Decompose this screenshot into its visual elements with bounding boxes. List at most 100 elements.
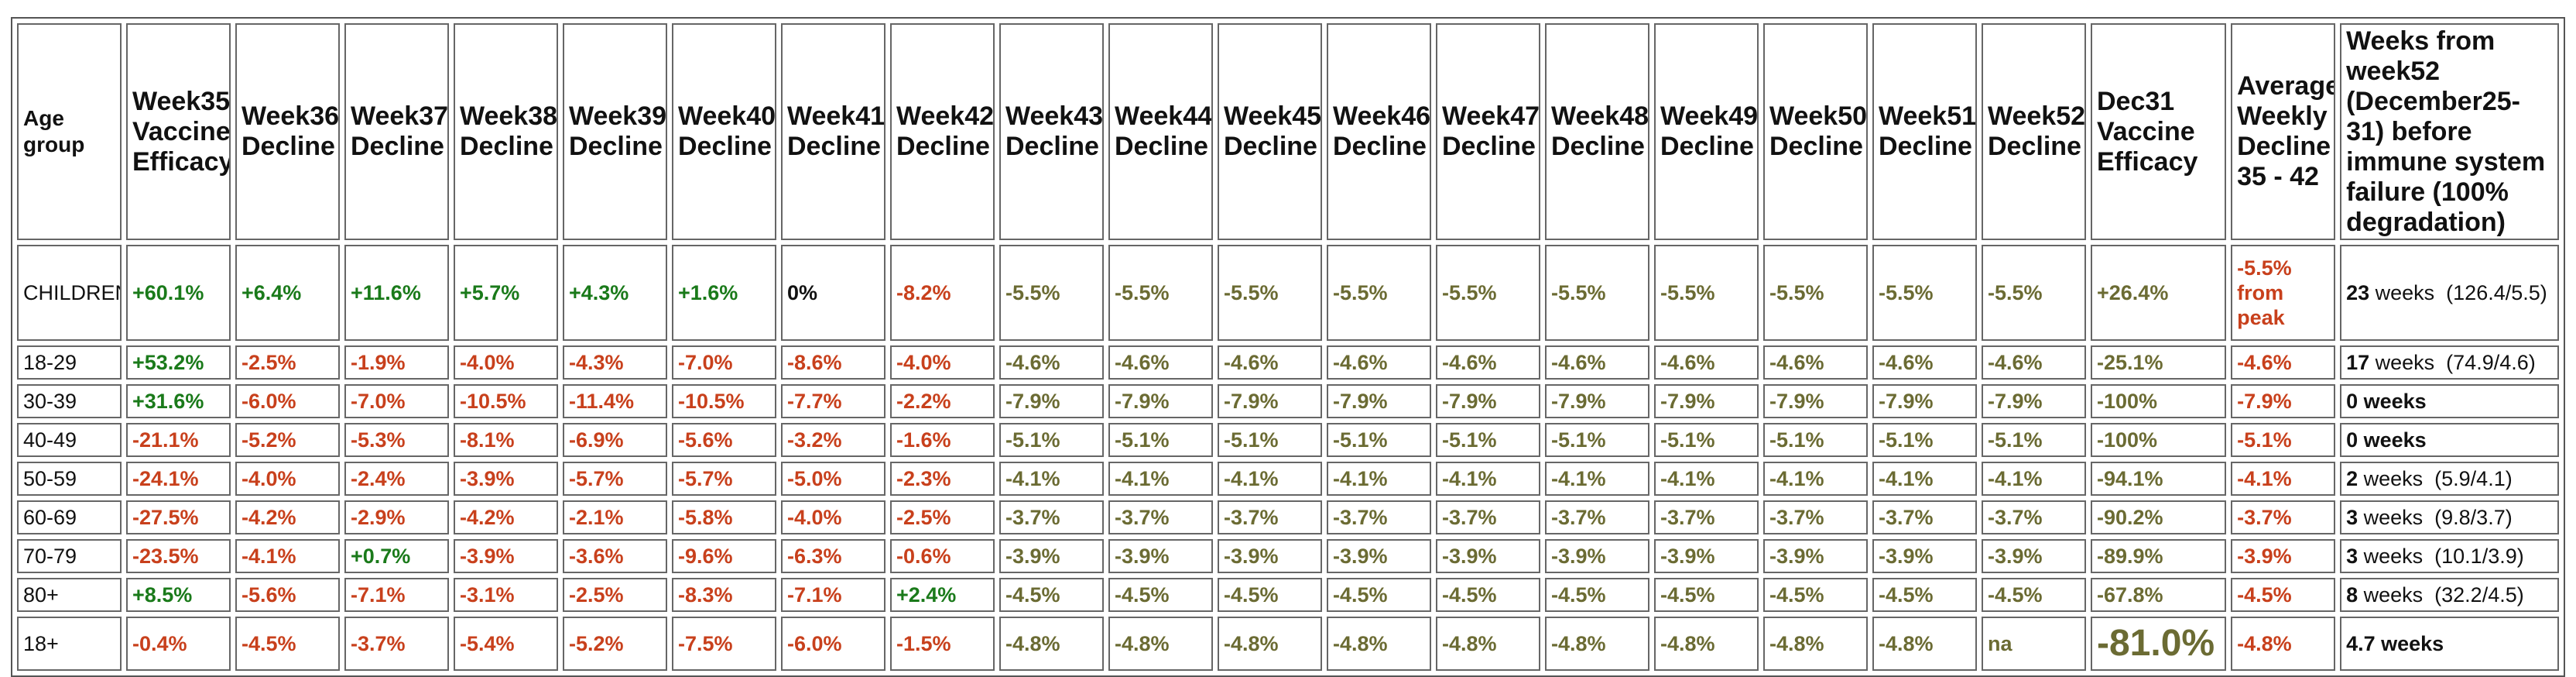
cell-value: +0.7% — [351, 545, 411, 568]
weeks-to-failure-cell: 3 weeks (10.1/3.9) — [2340, 539, 2559, 573]
cell-value: -5.5% — [1769, 281, 1824, 304]
cell-value: -6.3% — [787, 545, 842, 568]
cell-value: -7.9% — [1224, 390, 1279, 413]
cell-value: -6.0% — [242, 390, 296, 413]
cell-value: -4.6% — [1333, 351, 1388, 374]
value-cell: -4.8% — [1872, 617, 1977, 671]
value-cell: -5.2% — [563, 617, 667, 671]
cell-value: -3.7% — [1224, 506, 1279, 529]
cell-value: -3.9% — [1988, 545, 2043, 568]
value-cell: -90.2% — [2091, 500, 2227, 534]
cell-value: -7.5% — [678, 632, 733, 655]
cell-value: -5.1% — [1551, 428, 1606, 452]
cell-value: -7.9% — [1551, 390, 1606, 413]
value-cell: -4.8% — [1108, 617, 1213, 671]
value-cell: -3.7% — [1654, 500, 1759, 534]
value-cell: -3.9% — [454, 462, 558, 496]
value-cell: -1.6% — [890, 423, 995, 457]
value-cell: -2.1% — [563, 500, 667, 534]
cell-value: -2.5% — [569, 583, 624, 607]
weeks-to-failure-cell: 0 weeks — [2340, 384, 2559, 418]
value-cell: -4.0% — [890, 345, 995, 380]
value-cell: -7.9% — [1436, 384, 1540, 418]
weeks-number: 2 — [2346, 467, 2358, 490]
value-cell: -4.8% — [1327, 617, 1431, 671]
value-cell: -5.1% — [2231, 423, 2336, 457]
cell-value: -3.1% — [460, 583, 515, 607]
cell-value: -3.9% — [2237, 545, 2292, 568]
header-row: Age group Week35 Vaccine Efficacy Week36 D… — [17, 23, 2559, 240]
value-cell: -8.3% — [672, 578, 776, 612]
value-cell: -4.8% — [1218, 617, 1322, 671]
cell-value: -5.5% from peak — [2237, 256, 2292, 329]
cell-value: -90.2% — [2097, 506, 2163, 529]
cell-value: -4.1% — [2237, 467, 2292, 490]
value-cell: -4.1% — [1982, 462, 2086, 496]
cell-value: -0.6% — [896, 545, 951, 568]
cell-value: -10.5% — [678, 390, 745, 413]
value-cell: -3.9% — [2231, 539, 2336, 573]
cell-value: -4.8% — [1115, 632, 1170, 655]
cell-value: -4.1% — [1005, 467, 1060, 490]
value-cell: -7.9% — [999, 384, 1104, 418]
cell-value: -7.9% — [1442, 390, 1497, 413]
value-cell: -5.1% — [1436, 423, 1540, 457]
value-cell: -3.9% — [1545, 539, 1649, 573]
cell-value: -7.9% — [1333, 390, 1388, 413]
value-cell: +0.7% — [344, 539, 449, 573]
weeks-label: weeks — [2358, 390, 2427, 413]
cell-value: -4.8% — [1769, 632, 1824, 655]
cell-value: -2.9% — [351, 506, 406, 529]
value-cell: -27.5% — [126, 500, 231, 534]
cell-value: -3.7% — [351, 632, 406, 655]
column-header-0: Age group — [17, 23, 122, 240]
value-cell: -3.9% — [1327, 539, 1431, 573]
value-cell: -5.1% — [1327, 423, 1431, 457]
cell-value: -5.1% — [1115, 428, 1170, 452]
value-cell: -8.2% — [890, 245, 995, 341]
weeks-number: 0 — [2346, 428, 2358, 452]
cell-value: -4.8% — [1224, 632, 1279, 655]
cell-value: -5.1% — [1005, 428, 1060, 452]
value-cell: -5.5% — [1545, 245, 1649, 341]
column-header-9: Week43 Decline — [999, 23, 1104, 240]
column-header-13: Week47 Decline — [1436, 23, 1540, 240]
value-cell: -5.1% — [1108, 423, 1213, 457]
cell-value: -2.1% — [569, 506, 624, 529]
value-cell: -3.7% — [1218, 500, 1322, 534]
value-cell: -3.9% — [1218, 539, 1322, 573]
value-cell: -4.2% — [235, 500, 340, 534]
weeks-number: 3 — [2346, 545, 2358, 568]
value-cell: -4.6% — [1763, 345, 1868, 380]
cell-value: -100% — [2097, 428, 2158, 452]
value-cell: -5.7% — [672, 462, 776, 496]
weeks-to-failure-cell: 0 weeks — [2340, 423, 2559, 457]
value-cell: -2.4% — [344, 462, 449, 496]
cell-value: -4.1% — [1442, 467, 1497, 490]
age-group-cell: 80+ — [17, 578, 122, 612]
cell-value: -4.0% — [242, 467, 296, 490]
value-cell: -4.5% — [1327, 578, 1431, 612]
weeks-to-failure-cell: 23 weeks (126.4/5.5) — [2340, 245, 2559, 341]
value-cell: +6.4% — [235, 245, 340, 341]
column-header-20: Average Weekly Decline 35 - 42 — [2231, 23, 2336, 240]
value-cell: -67.8% — [2091, 578, 2227, 612]
value-cell: -2.5% — [235, 345, 340, 380]
table-row: 18-29 +53.2% -2.5% -1.9% -4.0% -4.3% -7.0% -8.6… — [17, 345, 2559, 380]
table-row: 40-49 -21.1% -5.2% -5.3% -8.1% -6.9% -5.6% -3.2… — [17, 423, 2559, 457]
cell-value: -94.1% — [2097, 467, 2163, 490]
cell-value: -21.1% — [132, 428, 199, 452]
value-cell: -25.1% — [2091, 345, 2227, 380]
value-cell: -5.1% — [1982, 423, 2086, 457]
weeks-number: 23 — [2346, 281, 2370, 304]
cell-value: -4.5% — [1115, 583, 1170, 607]
cell-value: -4.1% — [1879, 467, 1934, 490]
cell-value: -4.8% — [1660, 632, 1715, 655]
table-row: 50-59 -24.1% -4.0% -2.4% -3.9% -5.7% -5.7% -5.0… — [17, 462, 2559, 496]
cell-value: -1.9% — [351, 351, 406, 374]
weeks-calculation: (126.4/5.5) — [2434, 281, 2547, 304]
cell-value: -5.5% — [1224, 281, 1279, 304]
value-cell: -1.9% — [344, 345, 449, 380]
cell-value: -4.0% — [460, 351, 515, 374]
value-cell: -5.0% — [781, 462, 886, 496]
